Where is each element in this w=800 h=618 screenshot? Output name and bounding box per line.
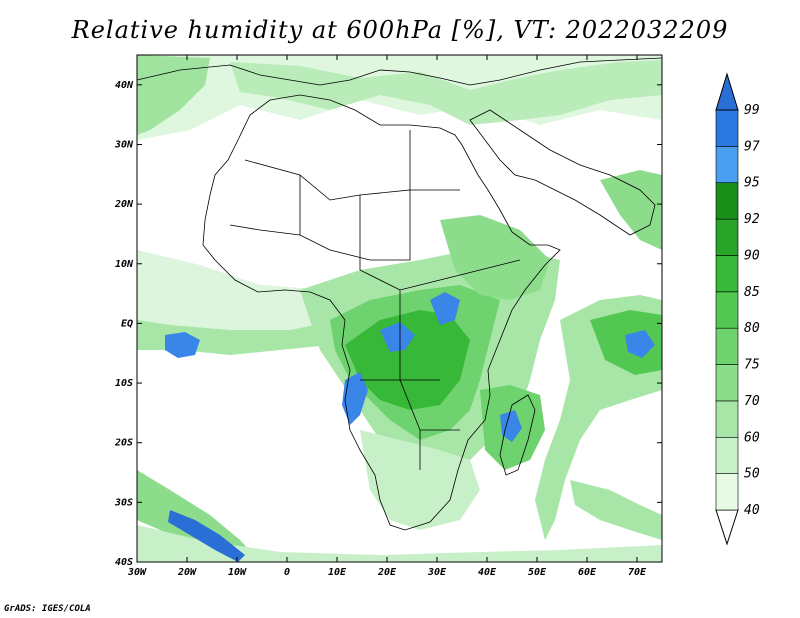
humidity-patch-southwest-band [137,470,260,562]
x-tick-label: 60E [578,567,597,578]
humidity-field [137,55,662,562]
humidity-patch-southeast [570,480,662,540]
y-tick-label: 40N [115,80,134,91]
y-tick-label: 10N [115,259,134,270]
africa-borders [229,130,521,470]
humidity-core-congo-west [342,372,368,425]
europe-coastline [137,57,662,86]
colorbar-label: 97 [744,139,760,154]
colorbar-swatch [715,364,739,402]
plot-frame [136,54,663,563]
y-tick-label: 20S [114,438,133,449]
x-tick-label: 10E [328,567,347,578]
colorbar-label: 92 [744,212,760,227]
x-tick-label: 0 [284,567,290,578]
colorbar-label: 60 [744,430,760,445]
colorbar-label: 95 [744,176,760,191]
colorbar-label: 80 [744,321,760,336]
x-tick-label: 10W [228,567,247,578]
colorbar-label: 90 [744,248,760,263]
y-tick-label: 20N [114,199,134,210]
humidity-patch-southern-africa [360,430,480,530]
humidity-patch-congo-wet [345,310,470,410]
colorbar-bottom-triangle [715,509,739,546]
colorbar-swatch [715,473,739,511]
coastlines [137,57,662,531]
africa-coastline [202,94,561,531]
colorbar-swatch [715,218,739,256]
x-tick-label: 50E [528,567,547,578]
arabia-coastline [469,109,656,236]
humidity-core-indian-ocean [625,330,655,358]
humidity-core-madagascar [500,410,522,442]
x-tick-label: 20W [177,567,197,578]
colorbar-swatch [715,109,739,147]
y-tick-label: 10S [115,378,133,389]
humidity-patch-mediterranean [230,60,662,125]
colorbar-swatch [715,182,739,220]
colorbar-swatch [715,436,739,474]
colorbar-label: 50 [744,467,760,482]
humidity-core-atlantic [165,332,200,358]
humidity-patch-west-ocean-light [137,250,360,330]
colorbar-label: 40 [744,503,760,518]
colorbar-swatch [715,255,739,293]
humidity-core-congo-central [380,322,415,352]
y-axis: 40N 30N 20N 10N EQ 10S 20S 30S 40S [114,80,662,568]
y-tick-label: 40S [115,557,133,568]
colorbar-swatch [715,146,739,184]
colorbar-swatch [715,291,739,329]
colorbar-label: 85 [744,285,760,300]
humidity-core-great-lakes [430,292,460,325]
colorbar-swatch [715,400,739,438]
humidity-patch-arabia-east [600,170,662,250]
colorbar-top-triangle [715,72,739,111]
y-tick-label: 30N [114,139,134,150]
colorbar-label: 70 [744,394,760,409]
x-tick-label: 70E [628,567,647,578]
x-tick-label: 30W [127,567,147,578]
x-tick-label: 20E [377,567,397,578]
colorbar: 40 50 60 70 75 80 85 90 92 95 97 99 [715,72,760,546]
madagascar-coastline [499,394,536,476]
colorbar-swatch [715,327,739,365]
colorbar-label: 75 [744,358,760,373]
humidity-patch-east-africa [440,215,550,300]
credit-text: GrADS: IGES/COLA [4,604,91,614]
y-tick-label: EQ [121,318,133,329]
map-title: Relative humidity at 600hPa [%], VT: 202… [71,16,729,44]
x-tick-label: 30E [427,567,447,578]
humidity-patch-northwest [137,55,210,135]
y-tick-label: 30S [114,497,133,508]
colorbar-label: 99 [744,103,760,118]
humidity-core-southwest-band [168,510,245,562]
x-axis: 30W 20W 10W 0 10E 20E 30E 40E 50E 60E 70E [127,55,647,578]
humidity-patch-south-band [137,525,662,562]
x-tick-label: 40E [478,567,497,578]
humidity-patch-indian-ocean-dense [590,310,662,375]
